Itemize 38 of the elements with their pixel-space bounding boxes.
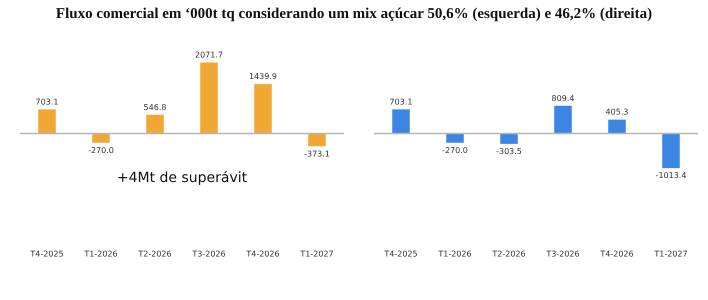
x-tick-label: T4-2025 bbox=[29, 249, 64, 258]
data-label: 546.8 bbox=[144, 102, 166, 112]
bar bbox=[200, 62, 218, 134]
data-label: 703.1 bbox=[36, 97, 58, 106]
x-tick-label: T1-2026 bbox=[437, 249, 472, 258]
bar bbox=[554, 106, 572, 134]
chart-title: Fluxo comercial em ‘000t tq considerando um mix açúcar 50,6% (esquerda) e 46,2% (direita) bbox=[54, 6, 654, 23]
bar bbox=[308, 133, 326, 146]
data-label: -270.0 bbox=[88, 146, 114, 155]
x-tick-label: T4-2026 bbox=[245, 249, 280, 258]
data-label: 809.4 bbox=[552, 94, 574, 103]
bar bbox=[608, 120, 626, 134]
x-tick-label: T1-2027 bbox=[653, 249, 688, 258]
bar bbox=[146, 114, 164, 134]
bar bbox=[254, 84, 272, 134]
data-label: -270.0 bbox=[442, 146, 468, 155]
x-tick-label: T4-2025 bbox=[383, 249, 418, 258]
data-label: 1439.9 bbox=[249, 72, 277, 82]
x-tick-label: T1-2027 bbox=[299, 249, 334, 258]
data-label: -303.5 bbox=[496, 146, 522, 156]
data-label: -373.1 bbox=[304, 149, 330, 158]
x-tick-label: T3-2026 bbox=[545, 249, 580, 258]
x-tick-label: T4-2026 bbox=[599, 249, 634, 258]
bar bbox=[500, 133, 518, 144]
bar bbox=[38, 109, 56, 134]
bar bbox=[392, 109, 410, 134]
x-tick-label: T1-2026 bbox=[83, 249, 118, 258]
data-label: 2071.7 bbox=[195, 50, 223, 60]
data-label: 703.1 bbox=[390, 97, 412, 106]
bar bbox=[662, 133, 680, 168]
data-label: -1013.4 bbox=[656, 171, 686, 180]
x-tick-label: T2-2026 bbox=[137, 249, 172, 258]
bar bbox=[446, 133, 464, 143]
data-label: 405.3 bbox=[606, 108, 628, 117]
bar bbox=[92, 133, 110, 143]
x-tick-label: T3-2026 bbox=[191, 249, 226, 258]
x-tick-label: T2-2026 bbox=[491, 249, 526, 258]
text: +4Mt de superávit bbox=[116, 170, 248, 186]
